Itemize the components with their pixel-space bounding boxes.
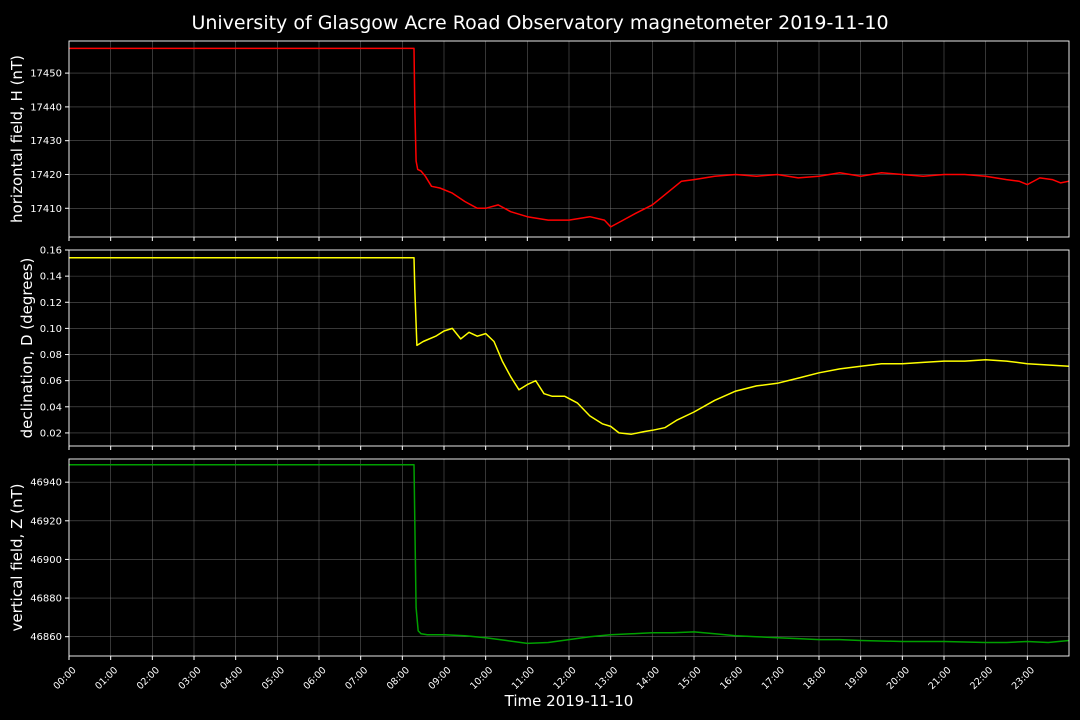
y-tick-label: 17420 (30, 170, 62, 181)
y-tick-label: 46860 (30, 632, 62, 643)
y-axis-label: vertical field, Z (nT) (8, 483, 26, 631)
axes-frame (68, 458, 1070, 657)
axes-frame (68, 249, 1070, 447)
series-line-2 (69, 257, 1070, 435)
y-axis-label: declination, D (degrees) (18, 258, 36, 439)
y-axis-label: horizontal field, H (nT) (8, 55, 26, 223)
panel-3: 46860 46880 46900 46920 46940 vertical field,… (8, 458, 1070, 660)
y-tick-label: 0.02 (40, 428, 62, 439)
y-tick-label: 0.16 (40, 246, 62, 257)
y-tick-label: 0.04 (40, 402, 62, 413)
panel-1: 17410 17420 17430 17440 17450 horizontal fiel… (8, 40, 1070, 241)
y-tick-label: 0.06 (40, 376, 62, 387)
y-tick-label: 0.08 (40, 350, 62, 361)
series-line-3 (69, 464, 1070, 645)
y-tick-label: 17410 (30, 204, 62, 215)
y-tick-label: 0.14 (40, 272, 62, 283)
y-tick-label: 17430 (30, 136, 62, 147)
y-tick-label: 46880 (30, 594, 62, 605)
panels: 17410 17420 17430 17440 17450 horizontal fiel… (8, 40, 1070, 660)
series-line-1 (69, 47, 1070, 228)
y-tick-label: 46920 (30, 516, 62, 527)
y-tick-label: 46940 (30, 478, 62, 489)
axes-frame (68, 40, 1070, 238)
y-tick-label: 0.12 (40, 298, 62, 309)
y-tick-label: 17450 (30, 69, 62, 80)
x-axis-label: Time 2019-11-10 (504, 692, 634, 710)
y-tick-label: 46900 (30, 555, 62, 566)
chart-title: University of Glasgow Acre Road Observat… (191, 12, 888, 34)
panel-2: 0.02 0.04 0.06 0.08 0.10 0.12 0.14 0.16 declinat… (18, 246, 1070, 450)
y-tick-label: 17440 (30, 102, 62, 113)
y-tick-label: 0.10 (40, 324, 62, 335)
